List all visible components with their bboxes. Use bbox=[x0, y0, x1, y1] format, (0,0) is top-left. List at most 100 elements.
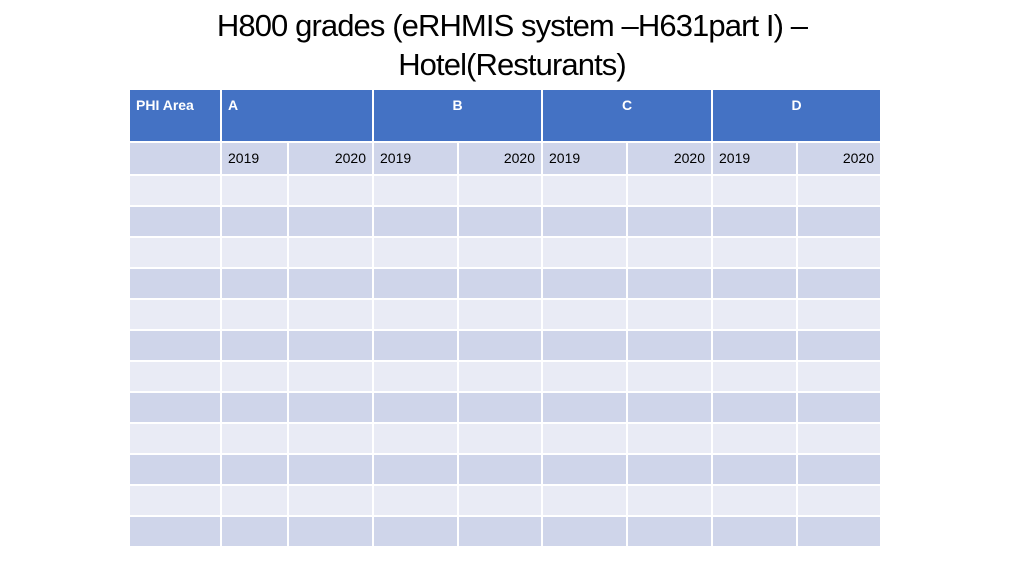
grade-cell bbox=[541, 329, 628, 362]
table-row bbox=[128, 484, 882, 517]
grade-cell bbox=[626, 236, 713, 269]
grade-cell bbox=[711, 422, 798, 455]
grade-cell bbox=[626, 298, 713, 331]
grade-cell bbox=[626, 391, 713, 424]
year-d-2020: 2020 bbox=[796, 141, 882, 176]
year-c-2019: 2019 bbox=[541, 141, 628, 176]
grade-cell bbox=[626, 515, 713, 548]
grade-cell bbox=[457, 174, 543, 207]
grade-cell bbox=[711, 298, 798, 331]
grade-cell bbox=[626, 422, 713, 455]
grade-cell bbox=[287, 205, 374, 238]
grade-cell bbox=[372, 267, 459, 300]
grade-cell bbox=[220, 267, 289, 300]
grade-cell bbox=[287, 453, 374, 486]
table-row bbox=[128, 205, 882, 238]
grade-cell bbox=[287, 329, 374, 362]
table-row bbox=[128, 236, 882, 269]
grade-cell bbox=[796, 174, 882, 207]
grade-cell bbox=[287, 298, 374, 331]
grade-cell bbox=[711, 205, 798, 238]
grade-cell bbox=[541, 205, 628, 238]
grade-cell bbox=[457, 298, 543, 331]
grade-cell bbox=[287, 174, 374, 207]
grade-cell bbox=[711, 174, 798, 207]
grade-cell bbox=[372, 453, 459, 486]
phi-area-cell bbox=[128, 360, 222, 393]
year-row-phi-cell bbox=[128, 141, 222, 176]
grade-cell bbox=[457, 360, 543, 393]
phi-area-cell bbox=[128, 484, 222, 517]
table-row bbox=[128, 515, 882, 548]
grade-cell bbox=[372, 298, 459, 331]
grade-cell bbox=[287, 515, 374, 548]
grade-cell bbox=[796, 360, 882, 393]
grade-cell bbox=[711, 236, 798, 269]
table-row bbox=[128, 174, 882, 207]
phi-area-cell bbox=[128, 453, 222, 486]
grade-cell bbox=[626, 205, 713, 238]
grade-cell bbox=[626, 329, 713, 362]
grade-cell bbox=[287, 236, 374, 269]
grade-cell bbox=[372, 205, 459, 238]
grade-cell bbox=[457, 515, 543, 548]
grade-cell bbox=[711, 391, 798, 424]
grade-cell bbox=[372, 329, 459, 362]
header-group-a: A bbox=[220, 88, 374, 143]
grade-cell bbox=[287, 422, 374, 455]
grade-cell bbox=[372, 174, 459, 207]
table-row bbox=[128, 422, 882, 455]
grade-cell bbox=[220, 484, 289, 517]
grade-cell bbox=[541, 174, 628, 207]
grade-cell bbox=[796, 391, 882, 424]
grade-cell bbox=[287, 391, 374, 424]
phi-area-cell bbox=[128, 205, 222, 238]
grade-cell bbox=[220, 236, 289, 269]
grade-cell bbox=[541, 236, 628, 269]
table-row bbox=[128, 391, 882, 424]
grade-cell bbox=[626, 484, 713, 517]
grade-cell bbox=[796, 422, 882, 455]
grade-cell bbox=[626, 453, 713, 486]
grade-cell bbox=[541, 391, 628, 424]
grade-cell bbox=[372, 515, 459, 548]
grade-cell bbox=[541, 484, 628, 517]
grade-cell bbox=[372, 360, 459, 393]
table-body bbox=[128, 174, 882, 548]
grade-cell bbox=[457, 205, 543, 238]
table-row bbox=[128, 360, 882, 393]
grade-cell bbox=[220, 298, 289, 331]
header-group-b: B bbox=[372, 88, 543, 143]
grade-cell bbox=[796, 453, 882, 486]
grade-cell bbox=[711, 484, 798, 517]
phi-area-cell bbox=[128, 515, 222, 548]
grade-cell bbox=[220, 174, 289, 207]
grade-cell bbox=[457, 329, 543, 362]
year-a-2019: 2019 bbox=[220, 141, 289, 176]
year-row: 2019 2020 2019 2020 2019 2020 2019 2020 bbox=[128, 141, 882, 176]
year-a-2020: 2020 bbox=[287, 141, 374, 176]
year-b-2019: 2019 bbox=[372, 141, 459, 176]
grade-cell bbox=[796, 484, 882, 517]
grade-cell bbox=[457, 484, 543, 517]
grade-cell bbox=[541, 422, 628, 455]
grade-cell bbox=[711, 267, 798, 300]
grade-cell bbox=[220, 422, 289, 455]
grade-cell bbox=[626, 174, 713, 207]
slide-title-line-2: Hotel(Resturants) bbox=[398, 47, 627, 82]
grade-cell bbox=[287, 267, 374, 300]
grades-table: PHI Area A B C D 2019 2020 2019 2020 201… bbox=[128, 88, 882, 548]
slide-title-line-1: H800 grades (eRHMIS system –H631part I) … bbox=[216, 8, 808, 43]
year-c-2020: 2020 bbox=[626, 141, 713, 176]
table-row bbox=[128, 298, 882, 331]
grade-cell bbox=[626, 267, 713, 300]
grade-cell bbox=[541, 267, 628, 300]
grade-cell bbox=[220, 329, 289, 362]
grade-cell bbox=[711, 515, 798, 548]
grade-cell bbox=[372, 236, 459, 269]
grade-cell bbox=[796, 236, 882, 269]
grade-cell bbox=[796, 267, 882, 300]
phi-area-cell bbox=[128, 174, 222, 207]
table-row bbox=[128, 267, 882, 300]
grade-cell bbox=[372, 422, 459, 455]
